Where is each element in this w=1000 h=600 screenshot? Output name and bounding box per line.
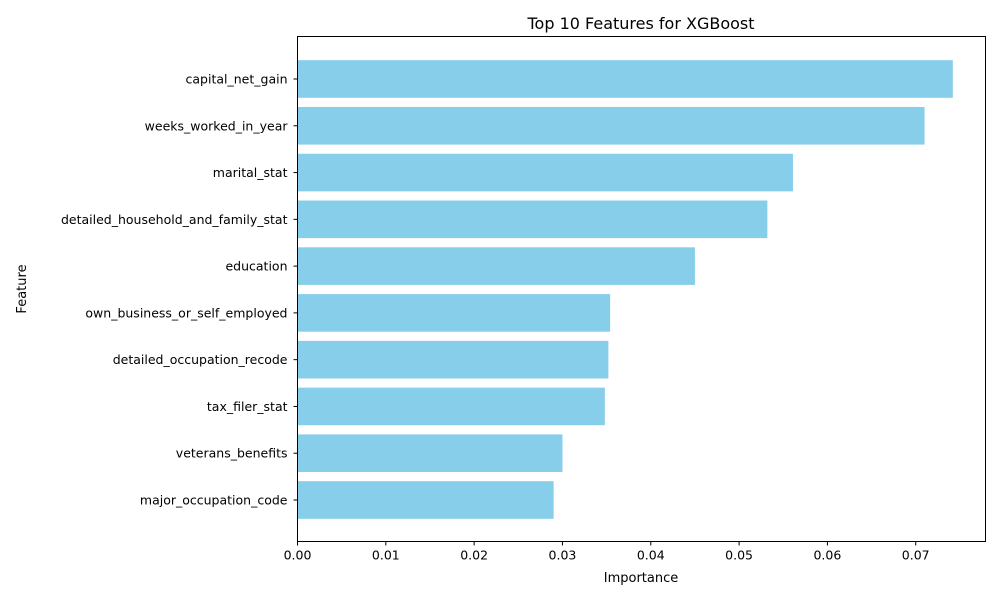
x-axis-label: Importance <box>604 571 679 586</box>
x-tick-label: 0.07 <box>902 548 930 563</box>
bar-own_business_or_self_employed <box>297 294 611 332</box>
y-tick-label: tax_filer_stat <box>207 399 288 414</box>
chart-title: Top 10 Features for XGBoost <box>526 14 754 33</box>
y-tick-label: capital_net_gain <box>186 72 288 87</box>
plot-frame <box>297 36 986 542</box>
bar-tax_filer_stat <box>297 387 605 426</box>
y-tick-label: education <box>225 259 287 274</box>
x-tick-label: 0.03 <box>549 548 577 563</box>
y-tick-label: weeks_worked_in_year <box>145 118 289 133</box>
x-tick-label: 0.02 <box>460 548 488 563</box>
x-tick-label: 0.00 <box>284 548 312 563</box>
y-tick-label: own_business_or_self_employed <box>85 305 287 320</box>
y-axis-label: Feature <box>15 264 30 313</box>
x-tick-label: 0.01 <box>372 548 400 563</box>
bar-capital_net_gain <box>297 60 953 98</box>
bar-detailed_occupation_recode <box>297 340 609 379</box>
y-tick-label: major_occupation_code <box>140 493 288 508</box>
y-tick-label: detailed_household_and_family_stat <box>61 212 288 227</box>
bar-major_occupation_code <box>297 481 554 519</box>
x-tick-label: 0.06 <box>813 548 841 563</box>
bar-education <box>297 247 695 285</box>
bar-veterans_benefits <box>297 434 563 473</box>
x-tick-label: 0.05 <box>725 548 753 563</box>
bar-marital_stat <box>297 153 793 192</box>
bar-weeks_worked_in_year <box>297 106 925 145</box>
y-tick-label: veterans_benefits <box>176 446 288 461</box>
y-tick-label: detailed_occupation_recode <box>113 352 288 367</box>
x-tick-label: 0.04 <box>637 548 665 563</box>
y-tick-label: marital_stat <box>213 165 288 180</box>
bar-detailed_household_and_family_stat <box>297 200 768 239</box>
